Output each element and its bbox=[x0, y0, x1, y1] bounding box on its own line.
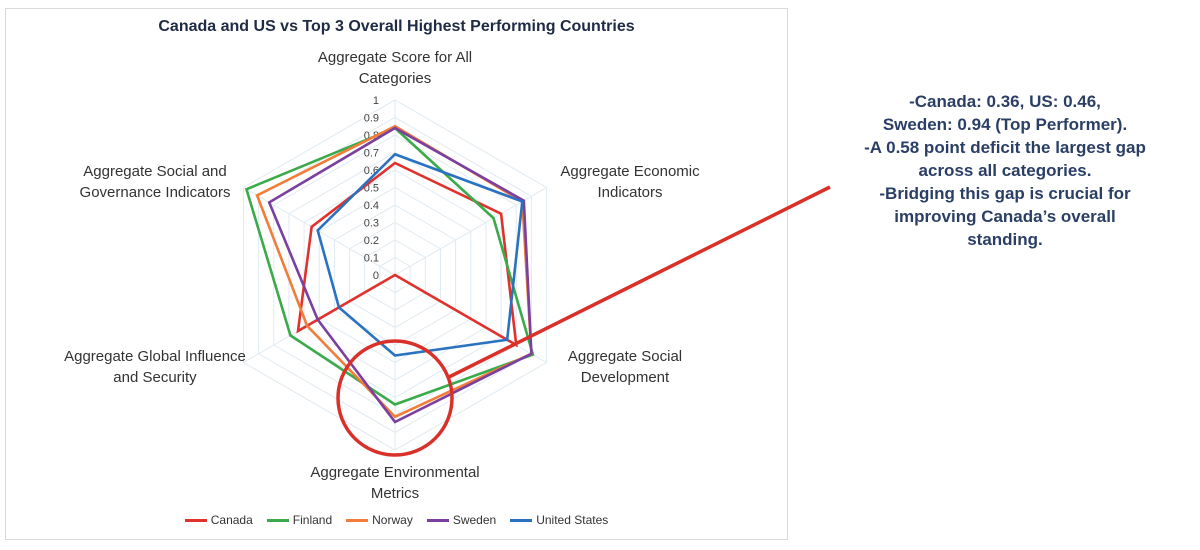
legend-item-canada: Canada bbox=[184, 513, 253, 527]
tick-label: 0.3 bbox=[364, 218, 379, 230]
axis-label-aggregate-score: Aggregate Score for All Categories bbox=[317, 49, 473, 87]
annotation-line: improving Canada’s overall bbox=[894, 207, 1116, 226]
annotation-line: -A 0.58 point deficit the largest gap bbox=[864, 138, 1146, 157]
axis-label-global-influence: Aggregate Global Influence and Security bbox=[64, 348, 246, 386]
tick-label: 0.1 bbox=[364, 253, 379, 265]
axis-label-environmental: Aggregate Environmental Metrics bbox=[310, 464, 480, 502]
legend-swatch bbox=[346, 518, 369, 522]
annotation-text: -Canada: 0.36, US: 0.46, Sweden: 0.94 (T… bbox=[820, 90, 1190, 251]
tick-label: 0.2 bbox=[364, 235, 379, 247]
series-line-sweden bbox=[267, 126, 533, 424]
tick-label: 0.4 bbox=[364, 200, 379, 212]
legend-label: Norway bbox=[372, 513, 413, 527]
axis-label-social-development: Aggregate Social Development bbox=[567, 348, 683, 386]
highlight-circle bbox=[336, 339, 454, 457]
series-line-finland bbox=[244, 126, 535, 406]
legend-swatch bbox=[184, 518, 207, 522]
legend-swatch bbox=[426, 518, 449, 522]
annotation-line: Sweden: 0.94 (Top Performer). bbox=[882, 115, 1128, 134]
legend-label: United States bbox=[536, 513, 609, 527]
legend-label: Sweden bbox=[452, 513, 497, 527]
annotation-line: -Bridging this gap is crucial for bbox=[879, 184, 1131, 203]
tick-label: 0 bbox=[373, 270, 379, 282]
legend-label: Canada bbox=[210, 513, 253, 527]
legend-swatch bbox=[510, 518, 533, 522]
legend-label: Finland bbox=[292, 513, 333, 527]
annotation-line: across all categories. bbox=[918, 161, 1092, 180]
chart-title: Canada and US vs Top 3 Overall Highest P… bbox=[158, 18, 635, 35]
legend-item-finland: Finland bbox=[266, 513, 333, 527]
axis-label-social-governance: Aggregate Social and Governance Indicato… bbox=[79, 163, 231, 201]
annotation-pointer-line bbox=[448, 185, 831, 379]
tick-label: 0.7 bbox=[364, 148, 379, 160]
annotation-line: -Canada: 0.36, US: 0.46, bbox=[909, 92, 1101, 111]
legend-item-norway: Norway bbox=[346, 513, 413, 527]
tick-label: 1 bbox=[373, 95, 379, 107]
annotation-line: standing. bbox=[967, 230, 1043, 249]
axis-label-economic: Aggregate Economic Indicators bbox=[560, 163, 700, 201]
legend-item-sweden: Sweden bbox=[426, 513, 497, 527]
series-line-canada bbox=[296, 161, 518, 348]
legend: Canada Finland Norway Sweden United Stat… bbox=[5, 513, 788, 527]
legend-item-united-states: United States bbox=[510, 513, 608, 527]
legend-swatch bbox=[266, 518, 289, 522]
series-line-united-states bbox=[316, 152, 524, 357]
tick-label: 0.9 bbox=[364, 113, 379, 125]
